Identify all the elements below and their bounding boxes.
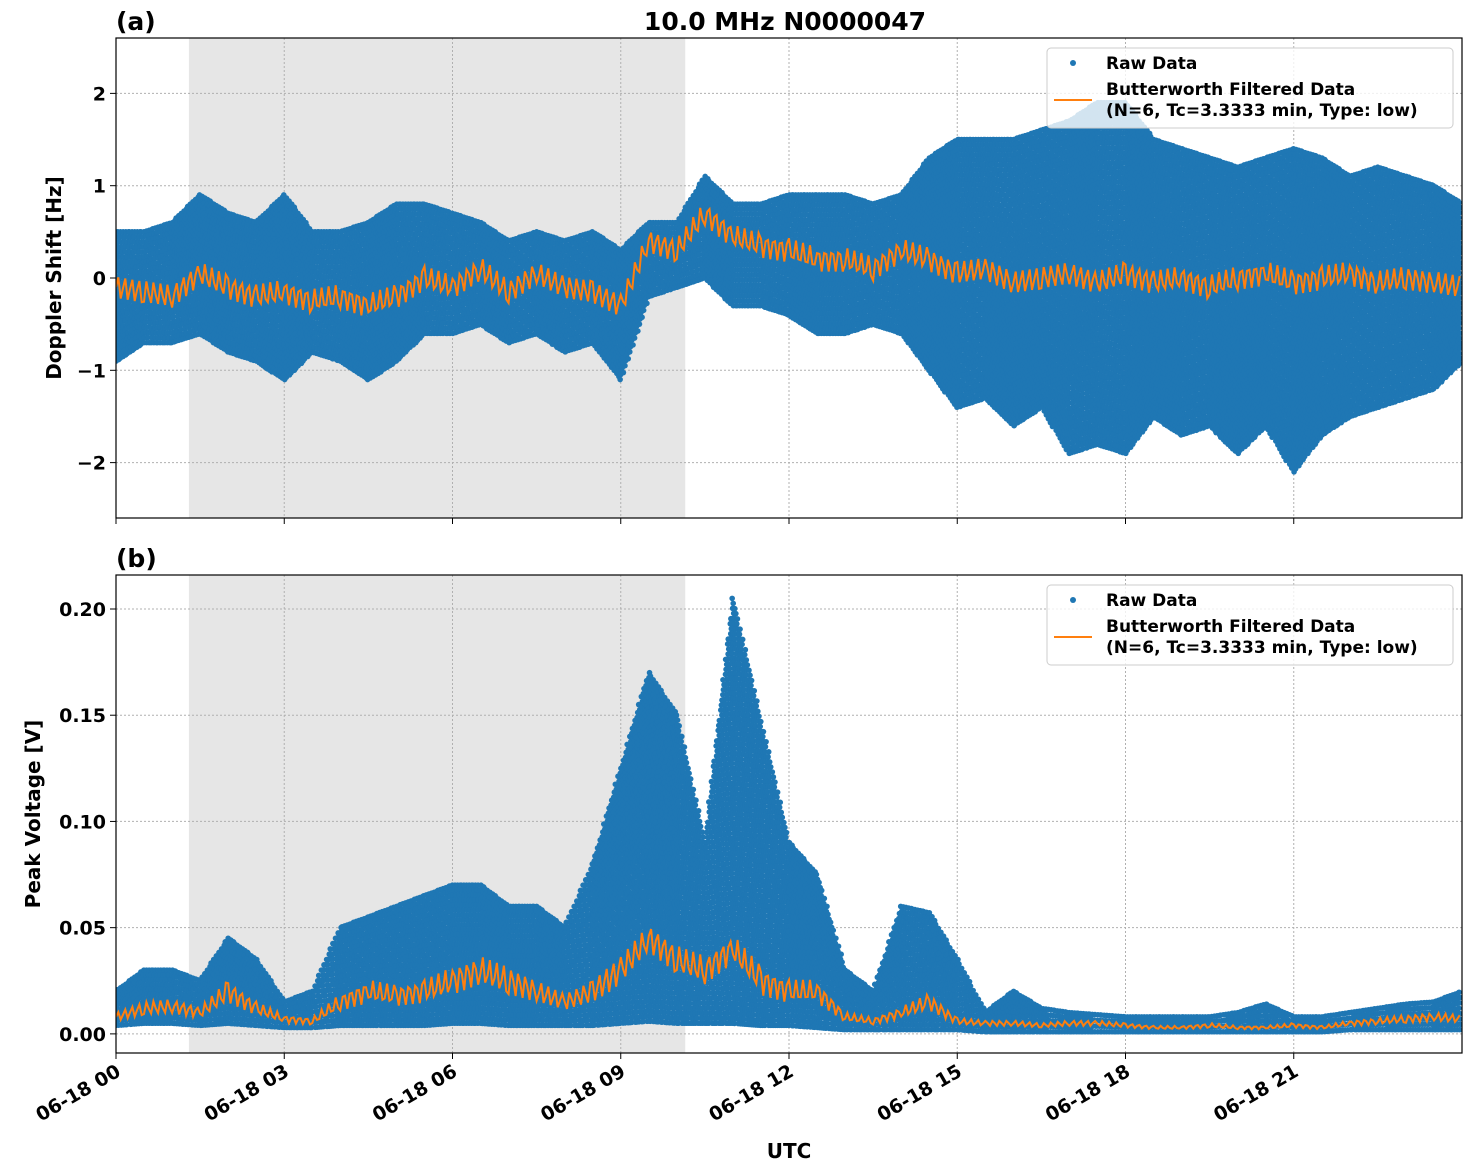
chart-title: 10.0 MHz N0000047 [644, 7, 926, 36]
panel-a: (a) 10.0 MHz N0000047 Doppler Shift [Hz]… [42, 7, 1463, 524]
y-axis-label-a: Doppler Shift [Hz] [42, 176, 66, 380]
panel-label-a: (a) [116, 7, 156, 36]
plot-area [116, 99, 1462, 475]
